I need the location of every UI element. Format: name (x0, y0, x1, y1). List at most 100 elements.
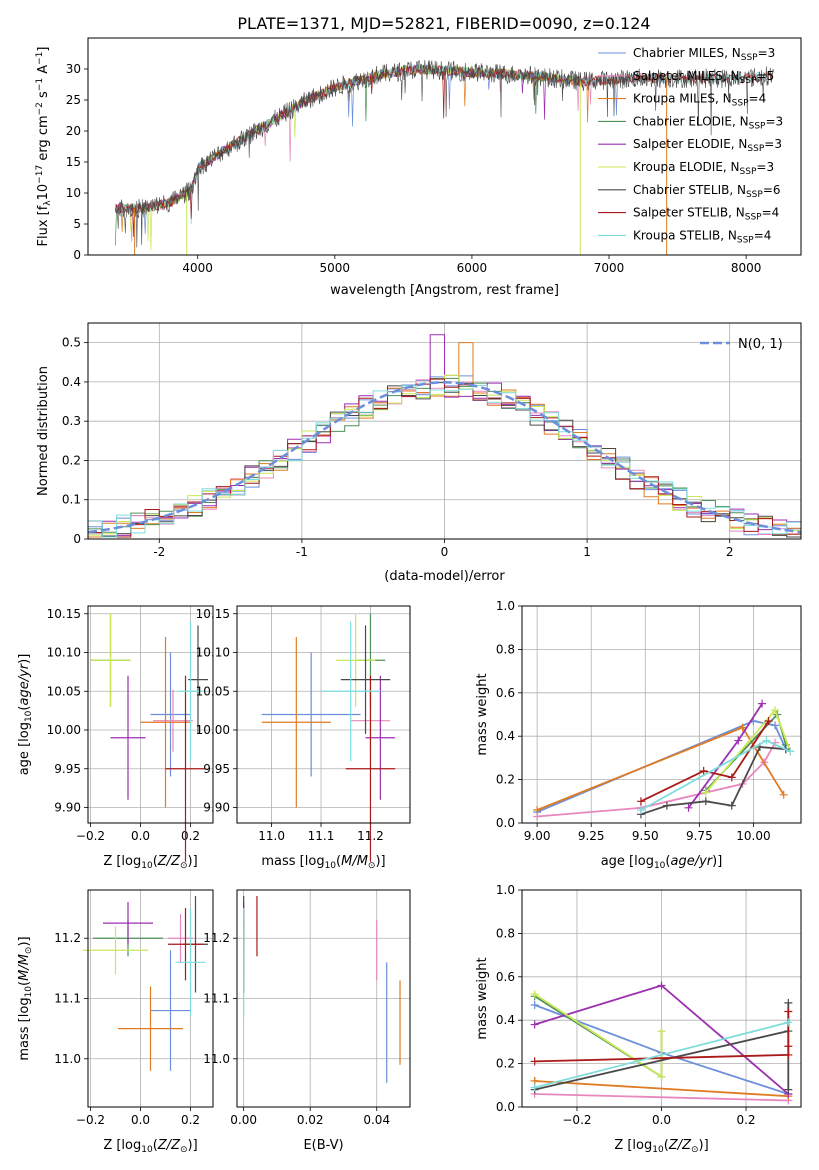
legend-label-salpeter_elodie: Salpeter ELODIE, NSSP=3 (633, 137, 782, 154)
y-tick-label: 0.0 (496, 816, 515, 830)
axes-frame (87, 322, 802, 540)
x-tick-label: −0.2 (562, 1113, 591, 1127)
y-tick-label: 10.10 (47, 646, 81, 660)
axes-frame (236, 605, 411, 824)
x-axis-label: E(B-V) (303, 1138, 343, 1153)
y-tick-label: 10.00 (196, 723, 230, 737)
y-tick-label: 10 (66, 186, 81, 200)
legend-label-kroupa_stelib: Kroupa STELIB, NSSP=4 (633, 228, 771, 245)
y-tick-label: 0.0 (496, 1100, 515, 1114)
x-tick-label: 11.0 (258, 829, 285, 843)
weight-marker-salpeter_elodie (734, 736, 743, 745)
weight-marker-salpeter_elodie (684, 803, 693, 812)
panel-weight-vs-Z: −0.2 0.0 0.2 0.0 0.2 0.4 0.6 0.8 1.0 Z [log10(Z/Z… (475, 883, 802, 1155)
weight-line-kroupa_stelib (534, 1021, 789, 1089)
y-tick-label: 9.90 (203, 801, 230, 815)
x-tick-label: 5000 (320, 261, 351, 275)
weight-marker-kroupa_elodie (530, 990, 539, 999)
weight-marker-kroupa_stelib (762, 736, 771, 745)
y-tick-label: 11.0 (54, 1052, 81, 1066)
weight-marker-salpeter_elodie (657, 981, 666, 990)
y-tick-label: 11.0 (203, 1052, 230, 1066)
y-tick-label: 1.0 (496, 599, 515, 613)
y-axis-label: mass weight (475, 957, 490, 1039)
weight-marker-salpeter_stelib (699, 766, 708, 775)
y-tick-label: 0.6 (496, 970, 515, 984)
weight-marker-chabrier_miles (771, 721, 780, 730)
weight-marker-chabrier_stelib (727, 801, 736, 810)
x-tick-label: 2 (726, 545, 734, 559)
weight-marker-kroupa_miles (779, 790, 788, 799)
weight-marker-salpeter_stelib (530, 1057, 539, 1066)
panel-age-vs-mass: 11.0 11.1 11.29.909.9510.0010.0510.1010.15… (196, 605, 411, 871)
x-tick-label: -2 (153, 545, 165, 559)
weight-marker-salpeter_elodie (758, 699, 767, 708)
x-tick-label: 0 (441, 545, 449, 559)
x-axis-label: wavelength [Angstrom, rest frame] (330, 283, 559, 298)
x-tick-label: 11.1 (308, 829, 335, 843)
legend-label-chabrier_elodie: Chabrier ELODIE, NSSP=3 (633, 114, 783, 131)
legend-label-kroupa_elodie: Kroupa ELODIE, NSSP=3 (633, 160, 774, 177)
axes-frame (87, 605, 214, 824)
weight-marker-salpeter_elodie (530, 1020, 539, 1029)
weight-marker-kroupa_elodie (701, 788, 710, 797)
y-tick-label: 9.95 (203, 762, 230, 776)
y-tick-label: 10.10 (196, 646, 230, 660)
panel-mass-vs-ebv: 0.00 0.02 0.04 11.0 11.1 11.2 E(B-V) (203, 889, 411, 1153)
x-tick-label: 9.75 (686, 829, 713, 843)
panel-residuals: -2 -1 0 1 2 0 0.1 0.2 0.3 0.4 0.5 N(0, 1) (data-mode… (36, 322, 802, 584)
x-tick-label: 9.00 (524, 829, 551, 843)
spectrum-line-salpeter_stelib (115, 64, 773, 238)
x-tick-label: −0.2 (76, 829, 105, 843)
x-tick-label: 0.04 (363, 1113, 390, 1127)
axes-frame (87, 37, 802, 256)
weight-line-kroupa_stelib (640, 739, 791, 811)
weight-marker-chabrier_stelib (701, 797, 710, 806)
x-tick-label: 10.00 (736, 829, 770, 843)
y-tick-label: 0.4 (496, 1013, 515, 1027)
y-tick-label: 0.3 (62, 414, 81, 428)
y-tick-label: 0 (73, 532, 81, 546)
weight-marker-kroupa_stelib (636, 805, 645, 814)
y-tick-label: 11.2 (54, 931, 81, 945)
weight-marker-salpeter_stelib (784, 1007, 793, 1016)
y-tick-label: 9.90 (54, 801, 81, 815)
panel-age-vs-Z: −0.2 0.0 0.2 9.90 9.95 10.00 10.05 10.10 10.15 Z … (17, 605, 214, 871)
weight-marker-salpeter_stelib (636, 797, 645, 806)
weight-marker-kroupa_elodie (657, 1072, 666, 1081)
x-tick-label: 0.0 (131, 829, 150, 843)
y-tick-label: 0.2 (62, 453, 81, 467)
y-tick-label: 0.8 (496, 642, 515, 656)
y-axis-label: Normed distribution (36, 366, 51, 496)
y-tick-label: 0.6 (496, 686, 515, 700)
panel-weight-vs-age: 9.00 9.25 9.50 9.75 10.00 0.0 0.2 0.4 0.6 0.8 1.0 a… (475, 599, 802, 871)
weight-marker-kroupa_stelib (530, 1083, 539, 1092)
x-axis-label: Z [log10(Z/Z⊙)] (614, 1138, 708, 1155)
x-tick-label: 0.2 (736, 1113, 755, 1127)
weight-marker-chabrier_stelib (784, 998, 793, 1007)
x-axis-label: mass [log10(M/M⊙)] (261, 854, 385, 871)
legend-label-gauss: N(0, 1) (738, 337, 783, 352)
panel-mass-vs-Z: −0.2 0.0 0.2 11.0 11.1 11.2 Z [log10(Z/Z⊙)] mas… (17, 889, 214, 1155)
axes-frame (521, 889, 802, 1108)
x-tick-label: 1 (583, 545, 591, 559)
axes-frame (87, 889, 214, 1108)
y-tick-label: 0.5 (62, 336, 81, 350)
y-tick-label: 10.00 (47, 723, 81, 737)
y-axis-label: Flux [fλ10−17 erg cm−2 s−1 A−1] (35, 47, 53, 247)
x-tick-label: 6000 (457, 261, 488, 275)
histogram-salpeter_elodie (88, 334, 801, 536)
y-tick-label: 25 (66, 93, 81, 107)
x-tick-label: 9.25 (578, 829, 605, 843)
x-tick-label: 8000 (731, 261, 762, 275)
histogram-kroupa_stelib (88, 384, 801, 538)
panel-spectrum: 4000 5000 6000 7000 8000 0 5 10 15 20 25 30 waveleng… (35, 37, 802, 298)
y-tick-label: 1.0 (496, 883, 515, 897)
y-tick-label: 20 (66, 124, 81, 138)
y-tick-label: 11.1 (203, 992, 230, 1006)
x-tick-label: 4000 (182, 261, 213, 275)
axes-frame (521, 605, 802, 824)
weight-line-salpeter_miles (534, 1093, 789, 1102)
y-tick-label: 10.05 (47, 684, 81, 698)
